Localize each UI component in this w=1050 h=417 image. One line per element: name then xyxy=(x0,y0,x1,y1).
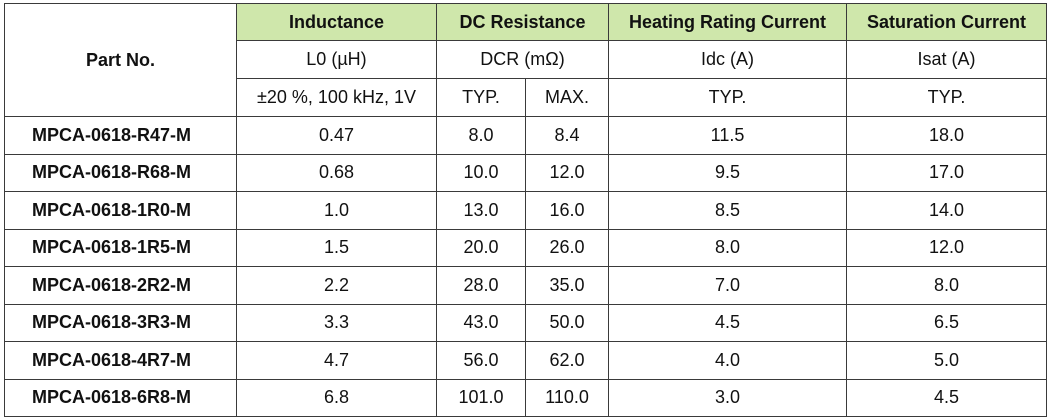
table-row: MPCA-0618-6R8-M 6.8 101.0 110.0 3.0 4.5 xyxy=(4,378,1047,417)
part-number-cell: MPCA-0618-4R7-M xyxy=(4,341,237,380)
table-header: Part No. Inductance DC Resistance Heatin… xyxy=(4,3,1047,117)
dcr-typ-cell: 43.0 xyxy=(436,303,526,342)
inductance-cell: 6.8 xyxy=(236,378,437,417)
isat-typ-label: TYP. xyxy=(846,78,1047,117)
idc-cell: 3.0 xyxy=(608,378,847,417)
inductance-cell: 3.3 xyxy=(236,303,437,342)
inductance-cell: 1.0 xyxy=(236,191,437,230)
dcr-max-cell: 62.0 xyxy=(525,341,609,380)
part-no-header: Part No. xyxy=(4,3,237,117)
dcr-max-label: MAX. xyxy=(525,78,609,117)
isat-symbol: Isat (A) xyxy=(846,40,1047,79)
part-number-cell: MPCA-0618-1R5-M xyxy=(4,228,237,267)
dcr-max-cell: 110.0 xyxy=(525,378,609,417)
dcr-max-cell: 16.0 xyxy=(525,191,609,230)
table-body: MPCA-0618-R47-M 0.47 8.0 8.4 11.5 18.0 M… xyxy=(4,116,1047,417)
table-row: MPCA-0618-1R5-M 1.5 20.0 26.0 8.0 12.0 xyxy=(4,228,1047,267)
dcr-typ-cell: 28.0 xyxy=(436,266,526,305)
idc-cell: 8.5 xyxy=(608,191,847,230)
idc-symbol: Idc (A) xyxy=(608,40,847,79)
idc-cell: 9.5 xyxy=(608,153,847,192)
isat-cell: 4.5 xyxy=(846,378,1047,417)
dcr-symbol: DCR (mΩ) xyxy=(436,40,609,79)
dcr-max-cell: 12.0 xyxy=(525,153,609,192)
inductance-cell: 2.2 xyxy=(236,266,437,305)
idc-cell: 4.5 xyxy=(608,303,847,342)
dcr-typ-cell: 56.0 xyxy=(436,341,526,380)
table-row: MPCA-0618-1R0-M 1.0 13.0 16.0 8.5 14.0 xyxy=(4,191,1047,230)
dcr-typ-label: TYP. xyxy=(436,78,526,117)
isat-cell: 5.0 xyxy=(846,341,1047,380)
inductance-condition: ±20 %, 100 kHz, 1V xyxy=(236,78,437,117)
dcr-max-cell: 50.0 xyxy=(525,303,609,342)
isat-cell: 12.0 xyxy=(846,228,1047,267)
inductance-cell: 0.47 xyxy=(236,116,437,155)
part-number-cell: MPCA-0618-R68-M xyxy=(4,153,237,192)
dcr-typ-cell: 20.0 xyxy=(436,228,526,267)
heating-rating-current-header: Heating Rating Current xyxy=(608,3,847,41)
table-row: MPCA-0618-R68-M 0.68 10.0 12.0 9.5 17.0 xyxy=(4,153,1047,192)
inductance-header: Inductance xyxy=(236,3,437,41)
table-row: MPCA-0618-3R3-M 3.3 43.0 50.0 4.5 6.5 xyxy=(4,303,1047,342)
part-number-cell: MPCA-0618-1R0-M xyxy=(4,191,237,230)
idc-cell: 11.5 xyxy=(608,116,847,155)
header-row-conditions: ±20 %, 100 kHz, 1V TYP. MAX. TYP. TYP. xyxy=(5,78,1047,117)
dcr-typ-cell: 101.0 xyxy=(436,378,526,417)
dcr-typ-cell: 10.0 xyxy=(436,153,526,192)
dcr-max-cell: 26.0 xyxy=(525,228,609,267)
dc-resistance-header: DC Resistance xyxy=(436,3,609,41)
idc-cell: 8.0 xyxy=(608,228,847,267)
isat-cell: 6.5 xyxy=(846,303,1047,342)
dcr-typ-cell: 8.0 xyxy=(436,116,526,155)
part-number-cell: MPCA-0618-3R3-M xyxy=(4,303,237,342)
table-row: MPCA-0618-4R7-M 4.7 56.0 62.0 4.0 5.0 xyxy=(4,341,1047,380)
dcr-max-cell: 35.0 xyxy=(525,266,609,305)
part-number-cell: MPCA-0618-2R2-M xyxy=(4,266,237,305)
inductance-cell: 1.5 xyxy=(236,228,437,267)
spec-table: Part No. Inductance DC Resistance Heatin… xyxy=(4,3,1047,417)
part-number-cell: MPCA-0618-R47-M xyxy=(4,116,237,155)
part-number-cell: MPCA-0618-6R8-M xyxy=(4,378,237,417)
dcr-typ-cell: 13.0 xyxy=(436,191,526,230)
isat-cell: 17.0 xyxy=(846,153,1047,192)
isat-cell: 14.0 xyxy=(846,191,1047,230)
isat-cell: 8.0 xyxy=(846,266,1047,305)
idc-typ-label: TYP. xyxy=(608,78,847,117)
table-row: MPCA-0618-R47-M 0.47 8.0 8.4 11.5 18.0 xyxy=(4,116,1047,155)
inductance-cell: 0.68 xyxy=(236,153,437,192)
header-row-symbols: L0 (µH) DCR (mΩ) Idc (A) Isat (A) xyxy=(5,40,1047,79)
saturation-current-header: Saturation Current xyxy=(846,3,1047,41)
table-row: MPCA-0618-2R2-M 2.2 28.0 35.0 7.0 8.0 xyxy=(4,266,1047,305)
inductance-cell: 4.7 xyxy=(236,341,437,380)
header-row-groups: Part No. Inductance DC Resistance Heatin… xyxy=(4,3,1047,117)
idc-cell: 7.0 xyxy=(608,266,847,305)
inductance-symbol: L0 (µH) xyxy=(236,40,437,79)
dcr-max-cell: 8.4 xyxy=(525,116,609,155)
isat-cell: 18.0 xyxy=(846,116,1047,155)
idc-cell: 4.0 xyxy=(608,341,847,380)
